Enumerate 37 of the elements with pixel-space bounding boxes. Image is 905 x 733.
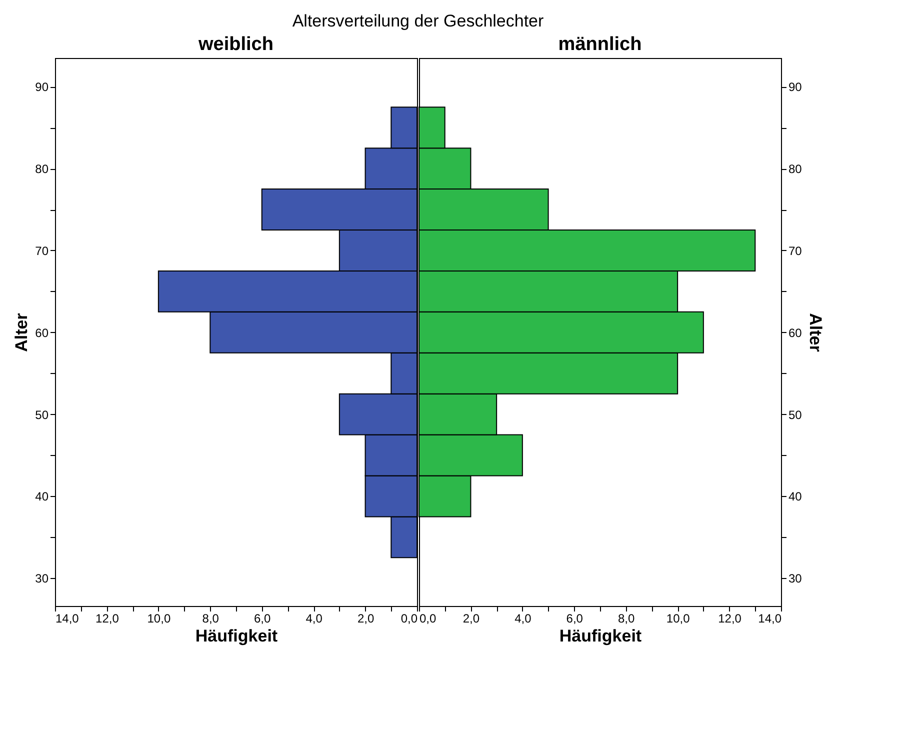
y-tick-label: 50	[35, 408, 49, 422]
x-tick-label: 10,0	[147, 612, 171, 626]
y-tick-label: 40	[35, 490, 49, 504]
y-tick-label: 30	[35, 572, 49, 586]
x-tick-label: 14,0	[56, 612, 80, 626]
y-tick-label: 50	[788, 408, 802, 422]
y-tick-label: 80	[788, 162, 802, 176]
y-axis-title: Alter	[12, 312, 32, 352]
text: Altersverteilung der Geschlechter	[292, 12, 544, 30]
y-axis-title: Alter	[806, 313, 825, 352]
chart-title: weiblich	[198, 34, 274, 55]
x-tick-label: 14,0	[758, 612, 782, 626]
y-tick-label: 70	[35, 244, 49, 258]
x-tick-label: 6,0	[254, 612, 272, 626]
x-tick-label: 10,0	[666, 612, 690, 626]
x-tick-label: 0,0	[400, 612, 418, 626]
y-tick-label: 80	[35, 162, 49, 176]
y-tick-label: 40	[788, 490, 802, 504]
x-axis-title: Häufigkeit	[195, 626, 278, 646]
x-tick-label: 0,0	[420, 612, 437, 626]
x-tick-label: 6,0	[566, 612, 584, 626]
chart-title: männlich	[558, 34, 642, 55]
x-tick-label: 2,0	[462, 612, 480, 626]
y-tick-label: 70	[788, 244, 802, 258]
x-axis-title: Häufigkeit	[559, 626, 642, 646]
y-tick-label: 60	[35, 326, 49, 340]
x-tick-label: 4,0	[306, 612, 323, 626]
x-tick-label: 8,0	[618, 612, 636, 626]
x-tick-label: 12,0	[96, 612, 120, 626]
x-tick-label: 4,0	[514, 612, 532, 626]
x-tick-label: 8,0	[202, 612, 220, 626]
y-tick-label: 60	[788, 326, 802, 340]
y-tick-label: 90	[788, 80, 802, 94]
y-tick-label: 30	[788, 572, 802, 586]
y-tick-label: 90	[35, 80, 49, 94]
x-tick-label: 12,0	[718, 612, 742, 626]
x-tick-label: 2,0	[357, 612, 374, 626]
